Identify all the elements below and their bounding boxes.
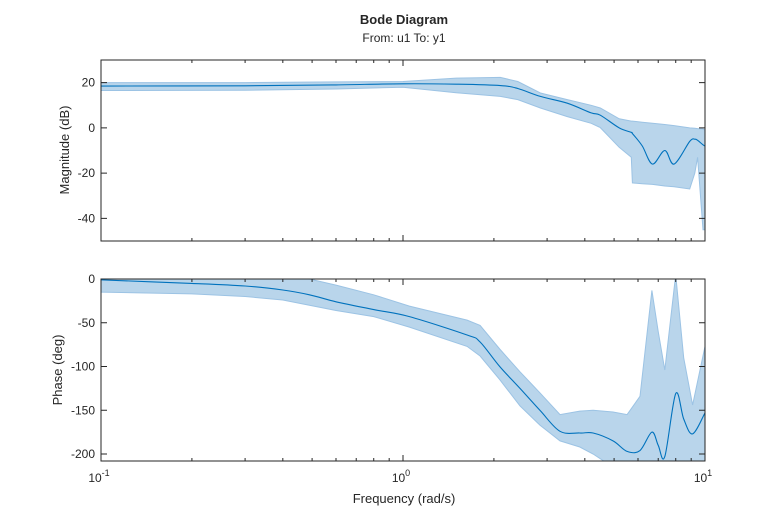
phase-y-tick-label: -100	[71, 360, 95, 374]
x-tick-label: 101	[694, 468, 712, 485]
magnitude-y-tick-label: -20	[78, 166, 96, 180]
magnitude-y-tick-label: -40	[78, 211, 96, 225]
phase-y-tick-label: 0	[88, 272, 95, 286]
x-tick-exponent: 0	[405, 468, 410, 478]
frequency-axis-label: Frequency (rad/s)	[353, 491, 456, 506]
chart-title: Bode Diagram	[360, 12, 448, 27]
phase-confidence-band	[101, 279, 705, 461]
phase-y-tick-label: -50	[78, 316, 96, 330]
magnitude-y-tick-label: 0	[88, 121, 95, 135]
x-tick-exponent: 1	[707, 468, 712, 478]
chart-subtitle: From: u1 To: y1	[362, 31, 445, 45]
magnitude-axis-label: Magnitude (dB)	[57, 106, 72, 195]
magnitude-plot: 20 0 -20 -40	[78, 59, 706, 242]
x-tick-label: 10-1	[88, 468, 109, 485]
magnitude-response-line	[101, 83, 705, 165]
phase-axis-label: Phase (deg)	[50, 335, 65, 406]
phase-y-tick-label: -200	[71, 447, 95, 461]
phase-y-tick-label: -150	[71, 403, 95, 417]
phase-response-line	[101, 279, 705, 460]
x-tick-exponent: -1	[102, 468, 110, 478]
magnitude-y-tick-label: 20	[82, 76, 96, 90]
x-tick-label: 100	[392, 468, 410, 485]
magnitude-confidence-band	[101, 76, 705, 231]
